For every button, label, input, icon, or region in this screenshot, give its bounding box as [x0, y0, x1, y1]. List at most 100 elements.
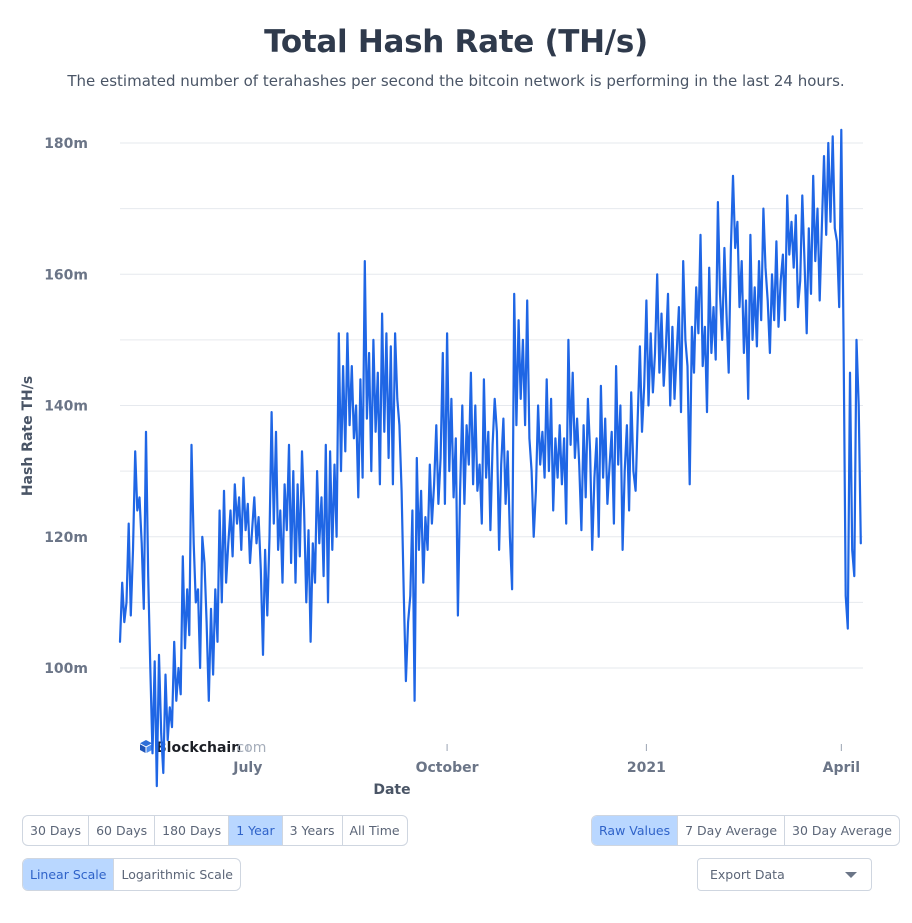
data-point	[622, 549, 624, 551]
data-point	[292, 470, 294, 472]
value-type-selector: Raw Values 7 Day Average 30 Day Average	[591, 815, 900, 846]
data-point	[539, 464, 541, 466]
values-raw-values-button[interactable]: Raw Values	[592, 816, 679, 845]
data-point	[405, 680, 407, 682]
data-point	[485, 477, 487, 479]
range-180-days-button[interactable]: 180 Days	[155, 816, 230, 845]
range-60-days-button[interactable]: 60 Days	[89, 816, 156, 845]
values-30-day-average-button[interactable]: 30 Day Average	[792, 823, 892, 838]
data-point	[149, 667, 151, 669]
data-point	[329, 450, 331, 452]
data-point	[639, 345, 641, 347]
data-point	[197, 588, 199, 590]
data-point	[758, 260, 760, 262]
data-point	[635, 490, 637, 492]
data-point	[388, 457, 390, 459]
data-point	[702, 365, 704, 367]
export-data-dropdown[interactable]: Export Data	[697, 858, 872, 891]
data-point	[803, 260, 806, 262]
data-point	[427, 549, 429, 551]
data-point	[710, 352, 713, 354]
data-point	[764, 267, 767, 269]
data-point	[762, 208, 765, 210]
data-point	[546, 378, 548, 380]
data-point	[760, 319, 762, 321]
chart-subtitle: The estimated number of terahashes per s…	[67, 72, 845, 90]
data-point	[346, 332, 348, 334]
blockchain-watermark: Blockchain .com	[140, 740, 266, 756]
data-point	[177, 667, 180, 669]
data-point	[390, 345, 392, 347]
data-point	[245, 529, 247, 531]
data-point	[665, 345, 667, 347]
data-point	[834, 227, 836, 229]
data-point	[797, 306, 799, 308]
scale-linear-scale-button[interactable]: Linear Scale	[23, 859, 115, 890]
x-tick-label: July	[232, 760, 262, 776]
values-7-day-average-button[interactable]: 7 Day Average	[678, 816, 786, 845]
data-point	[366, 418, 368, 420]
data-point	[310, 641, 312, 643]
data-point	[271, 411, 273, 413]
data-point	[853, 575, 855, 577]
data-point	[234, 483, 236, 485]
data-point	[715, 359, 717, 361]
data-point	[444, 503, 446, 505]
data-point	[721, 339, 723, 341]
data-point	[518, 319, 520, 321]
data-point	[238, 496, 240, 498]
data-point	[132, 549, 134, 551]
data-point	[773, 319, 775, 321]
data-point	[788, 254, 790, 256]
data-point	[786, 194, 788, 197]
data-point	[401, 490, 403, 492]
data-point	[528, 437, 531, 439]
data-point	[598, 536, 600, 538]
range-all-time-button[interactable]: All Time	[349, 823, 400, 838]
data-point	[301, 450, 303, 452]
range-3-years-button[interactable]: 3 Years	[283, 816, 343, 845]
data-point	[472, 483, 474, 485]
data-point	[151, 752, 154, 754]
data-point	[611, 431, 613, 433]
range-1-year-button[interactable]: 1 Year	[229, 816, 283, 845]
data-point	[749, 234, 752, 236]
data-point	[316, 470, 318, 472]
data-point	[396, 398, 398, 400]
data-point	[641, 431, 643, 433]
data-point	[492, 444, 494, 446]
data-point	[351, 365, 353, 367]
data-point	[676, 352, 678, 354]
time-range-selector: 30 Days 60 Days 180 Days 1 Year 3 Years All T…	[22, 815, 408, 846]
data-point	[201, 536, 203, 538]
data-point	[162, 772, 164, 774]
data-point	[288, 444, 290, 446]
data-point	[593, 477, 596, 479]
scale-logarithmic-scale-button[interactable]: Logarithmic Scale	[121, 867, 234, 882]
data-point	[463, 503, 465, 505]
data-point	[199, 667, 201, 669]
data-point	[860, 542, 862, 544]
data-point	[626, 424, 628, 426]
data-point	[652, 391, 654, 393]
data-point	[849, 372, 851, 374]
data-point	[219, 509, 221, 512]
data-point	[500, 464, 502, 466]
data-point	[505, 503, 507, 505]
data-point	[650, 332, 652, 334]
data-point	[487, 431, 489, 433]
data-point	[355, 404, 357, 407]
range-30-days-button[interactable]: 30 Days	[23, 816, 90, 845]
data-point	[266, 614, 268, 617]
data-point	[663, 385, 665, 387]
data-point	[479, 464, 481, 466]
data-point	[398, 424, 400, 426]
data-point	[407, 621, 409, 623]
data-point	[206, 621, 208, 623]
data-point	[823, 155, 825, 157]
data-point	[249, 562, 251, 564]
data-point	[169, 706, 171, 709]
data-point	[654, 352, 656, 354]
data-point	[160, 733, 162, 735]
data-point	[368, 352, 370, 354]
